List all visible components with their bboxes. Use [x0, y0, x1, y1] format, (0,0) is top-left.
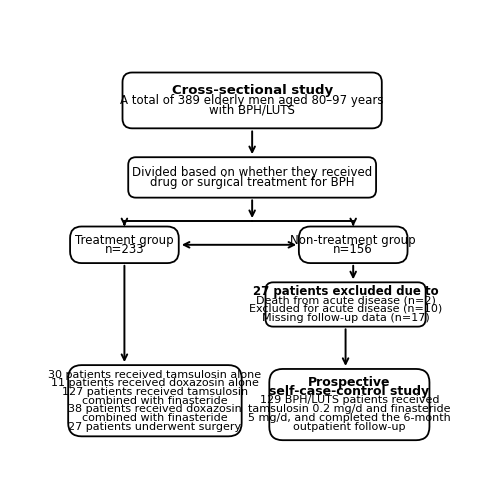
Text: tamsulosin 0.2 mg/d and finasteride: tamsulosin 0.2 mg/d and finasteride	[248, 404, 451, 414]
Text: 127 patients received tamsulosin: 127 patients received tamsulosin	[62, 387, 248, 397]
Text: outpatient follow-up: outpatient follow-up	[293, 422, 405, 432]
Text: 27 patients excluded due to: 27 patients excluded due to	[253, 285, 438, 298]
FancyBboxPatch shape	[266, 282, 426, 327]
Text: Excluded for acute disease (n=10): Excluded for acute disease (n=10)	[249, 304, 442, 314]
Text: drug or surgical treatment for BPH: drug or surgical treatment for BPH	[150, 176, 354, 188]
Text: self-case-control study: self-case-control study	[269, 384, 430, 398]
Text: Divided based on whether they received: Divided based on whether they received	[132, 166, 372, 179]
Text: with BPH/LUTS: with BPH/LUTS	[209, 104, 295, 117]
Text: combined with finasteride: combined with finasteride	[82, 396, 228, 406]
FancyBboxPatch shape	[299, 226, 407, 263]
Text: 38 patients received doxazosin: 38 patients received doxazosin	[68, 404, 242, 414]
Text: 11 patients received doxazosin alone: 11 patients received doxazosin alone	[51, 378, 259, 388]
FancyBboxPatch shape	[123, 72, 382, 128]
Text: Prospective: Prospective	[308, 376, 391, 388]
Text: 27 patients underwent surgery: 27 patients underwent surgery	[68, 422, 242, 432]
FancyBboxPatch shape	[70, 226, 179, 263]
Text: Non-treatment group: Non-treatment group	[290, 234, 416, 246]
Text: Death from acute disease (n=2): Death from acute disease (n=2)	[256, 295, 435, 305]
Text: n=156: n=156	[333, 243, 373, 256]
Text: 5 mg/d, and completed the 6-month: 5 mg/d, and completed the 6-month	[248, 413, 451, 423]
Text: A total of 389 elderly men aged 80–97 years: A total of 389 elderly men aged 80–97 ye…	[121, 94, 384, 107]
Text: 30 patients received tamsulosin alone: 30 patients received tamsulosin alone	[48, 370, 261, 380]
Text: Missing follow-up data (n=17): Missing follow-up data (n=17)	[262, 312, 430, 322]
Text: n=233: n=233	[105, 243, 144, 256]
Text: Treatment group: Treatment group	[75, 234, 174, 246]
Text: 129 BPH/LUTS patients received: 129 BPH/LUTS patients received	[260, 395, 439, 405]
Text: combined with finasteride: combined with finasteride	[82, 413, 228, 423]
FancyBboxPatch shape	[128, 157, 376, 198]
FancyBboxPatch shape	[269, 369, 430, 440]
Text: Cross-sectional study: Cross-sectional study	[172, 84, 333, 98]
FancyBboxPatch shape	[68, 365, 242, 436]
